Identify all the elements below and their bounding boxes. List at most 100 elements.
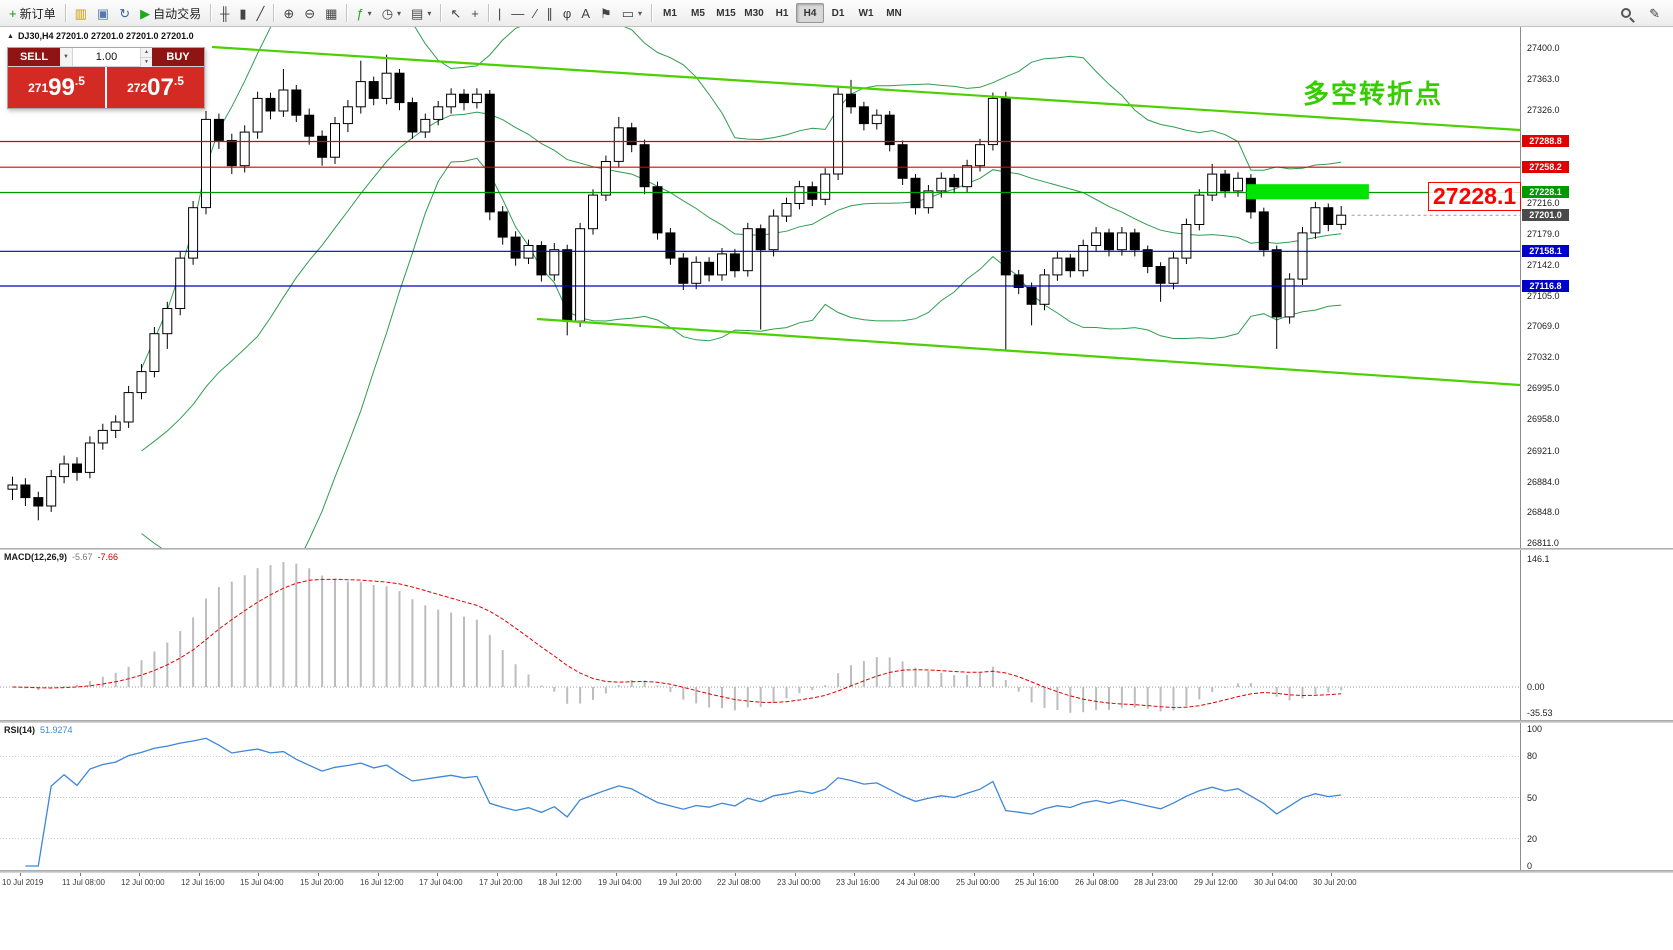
time-label: 15 Jul 04:00: [240, 878, 284, 887]
timeframe-m30-button[interactable]: M30: [740, 3, 768, 23]
timeframe-mn-button[interactable]: MN: [880, 3, 908, 23]
horizontal-line-icon: —: [511, 5, 525, 21]
time-label: 29 Jul 12:00: [1194, 878, 1238, 887]
quick-edit-button[interactable]: ✎: [1644, 2, 1665, 24]
timeframe-h4-button[interactable]: H4: [796, 3, 824, 23]
timeframe-m1-button[interactable]: M1: [656, 3, 684, 23]
macd-axis-min: -35.53: [1527, 708, 1553, 718]
cursor-button[interactable]: ↖: [445, 2, 466, 24]
toolbar: + 新订单 ▥ ▣ ↻ ▶ 自动交易 ╫ ▮ ╱ ⊕ ⊖ ▦ ƒ ▾ ◷ ▾ ▤ ▾ ↖ + | — ∕ ∥ φ A ⚑ ▭ ▾ M1 M5 M…: [0, 0, 1673, 27]
sell-price-prefix: 271: [28, 80, 49, 95]
time-tick: [80, 873, 81, 876]
zoom-in-button[interactable]: ⊕: [278, 2, 299, 24]
horizontal-line-button[interactable]: —: [506, 2, 529, 24]
chart-window-button[interactable]: ▥: [70, 2, 92, 24]
autotrading-button[interactable]: ▶ 自动交易: [135, 2, 206, 24]
timeframe-m5-button[interactable]: M5: [684, 3, 712, 23]
price-tick-label: 27142.0: [1527, 260, 1560, 270]
sell-button[interactable]: 271 99.5: [8, 67, 107, 108]
bar-chart-button[interactable]: ╫: [215, 2, 234, 24]
volume-up-button[interactable]: ▲: [141, 48, 152, 58]
search-button[interactable]: [1616, 2, 1636, 24]
one-click-collapse-icon[interactable]: ▲: [7, 32, 14, 40]
rsi-axis-label: 100: [1527, 724, 1543, 734]
new-order-button[interactable]: + 新订单: [4, 2, 61, 24]
line-chart-icon: ╱: [256, 5, 265, 21]
timeframe-h1-button[interactable]: H1: [768, 3, 796, 23]
fibonacci-button[interactable]: φ: [558, 2, 576, 24]
volume-spinner: ▲ ▼: [140, 48, 152, 67]
sell-price-fraction: .5: [74, 74, 85, 88]
price-tick-label: 26884.0: [1527, 477, 1560, 487]
crosshair-button[interactable]: +: [466, 2, 484, 24]
fibonacci-icon: φ: [562, 5, 572, 21]
price-tick-label: 27032.0: [1527, 352, 1560, 362]
templates-button[interactable]: ▤ ▾: [406, 2, 436, 24]
time-axis[interactable]: 10 Jul 2019 11 Jul 08:00 12 Jul 00:00 12 Ju…: [0, 873, 1673, 950]
zoom-out-button[interactable]: ⊖: [299, 2, 320, 24]
price-tick-label: 27400.0: [1527, 43, 1560, 53]
time-label: 23 Jul 16:00: [836, 878, 880, 887]
main-chart-canvas[interactable]: [0, 27, 1521, 548]
crosshair-icon: +: [471, 5, 479, 21]
autotrading-button-label: 自动交易: [153, 6, 202, 21]
tile-windows-button[interactable]: ▦: [320, 2, 342, 24]
volume-input[interactable]: 1.00: [95, 51, 118, 63]
panel-splitter[interactable]: [0, 720, 1673, 723]
price-tick-label: 26995.0: [1527, 383, 1560, 393]
shapes-icon: ▭: [621, 5, 634, 21]
buy-button[interactable]: 272 07.5: [107, 67, 204, 108]
vertical-line-button[interactable]: |: [493, 2, 506, 24]
periods-button[interactable]: ◷ ▾: [377, 2, 406, 24]
dropdown-arrow-icon: ▾: [427, 8, 432, 18]
rsi-name: RSI(14): [4, 725, 36, 735]
time-tick: [616, 873, 617, 876]
panel-splitter[interactable]: [0, 870, 1673, 873]
rsi-canvas[interactable]: [0, 723, 1521, 870]
trendline-button[interactable]: ∕: [529, 2, 541, 24]
price-tick-label: 26848.0: [1527, 507, 1560, 517]
chart-annotation-text: 多空转折点: [1303, 79, 1444, 109]
level-price-tag: 27228.1: [1522, 186, 1569, 198]
toolbar-separator: [64, 4, 66, 22]
price-tick-label: 27069.0: [1527, 321, 1560, 331]
rsi-axis-label: 50: [1527, 793, 1538, 803]
bar-chart-icon: ╫: [220, 5, 230, 21]
sell-header-label: SELL: [8, 48, 60, 66]
chart-region: ▲ DJ30,H4 27201.0 27201.0 27201.0 27201.…: [0, 27, 1673, 950]
annotation-price-label: 27228.1: [1428, 182, 1522, 211]
arrows-button[interactable]: ⚑: [595, 2, 617, 24]
panel-splitter[interactable]: [0, 548, 1673, 550]
timeframe-w1-button[interactable]: W1: [852, 3, 880, 23]
macd-canvas[interactable]: [0, 550, 1521, 720]
line-chart-button[interactable]: ╱: [252, 2, 270, 24]
macd-signal-value: -7.66: [97, 552, 119, 562]
time-label: 28 Jul 23:00: [1134, 878, 1178, 887]
indicators-button[interactable]: ƒ ▾: [351, 2, 376, 24]
time-tick: [974, 873, 975, 876]
timeframe-m15-button[interactable]: M15: [712, 3, 740, 23]
buy-price-prefix: 272: [127, 80, 148, 95]
profiles-icon: ▣: [96, 5, 110, 21]
flag-icon: ⚑: [600, 5, 612, 21]
toolbar-separator: [487, 4, 489, 22]
price-tick-label: 27216.0: [1527, 198, 1560, 208]
time-label: 24 Jul 08:00: [896, 878, 940, 887]
price-tick-label: 27105.0: [1527, 291, 1560, 301]
channel-button[interactable]: ∥: [541, 2, 558, 24]
candle-chart-button[interactable]: ▮: [234, 2, 251, 24]
refresh-button[interactable]: ↻: [114, 2, 135, 24]
time-tick: [556, 873, 557, 876]
timeframe-d1-button[interactable]: D1: [824, 3, 852, 23]
price-axis[interactable]: 27400.0 27363.0 27326.0 27216.0 27179.0 27142…: [1521, 27, 1673, 548]
channel-icon: ∥: [546, 5, 553, 21]
rsi-axis-label: 80: [1527, 751, 1538, 761]
volume-preset-dropdown[interactable]: ▼: [60, 48, 73, 66]
shapes-button[interactable]: ▭ ▾: [617, 2, 647, 24]
profiles-button[interactable]: ▣: [92, 2, 114, 24]
time-tick: [795, 873, 796, 876]
text-button[interactable]: A: [576, 2, 595, 24]
one-click-header: SELL ▼ 1.00 ▲ ▼ BUY: [8, 48, 204, 67]
volume-down-button[interactable]: ▼: [141, 58, 152, 67]
trendline-icon: ∕: [534, 5, 537, 21]
